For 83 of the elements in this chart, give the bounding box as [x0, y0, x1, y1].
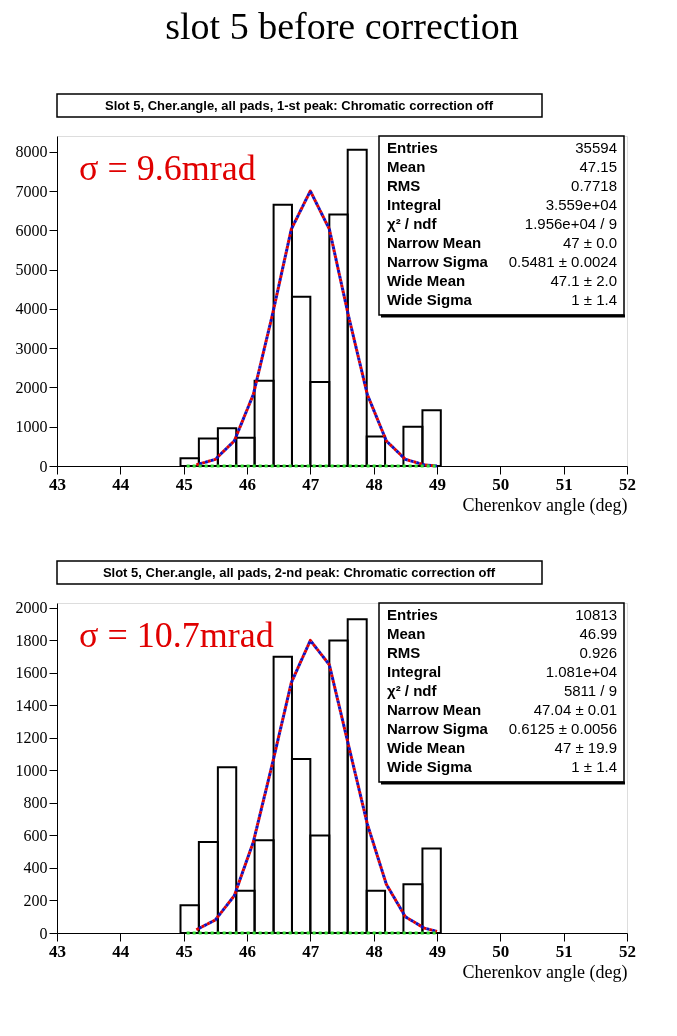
x-tick-label: 45	[175, 474, 193, 494]
y-tick-label: 800	[23, 794, 48, 812]
x-tick-label: 43	[49, 941, 66, 961]
x-axis-title: Cherenkov angle (deg)	[462, 961, 628, 983]
annotation: 1.956e+04 / 9	[524, 215, 617, 232]
annotation: RMS	[387, 177, 421, 194]
annotation: Narrow Mean	[387, 234, 482, 251]
y-tick-label: 7000	[15, 182, 48, 200]
y-tick-label: 1200	[15, 729, 48, 747]
annotation: Wide Mean	[387, 272, 466, 289]
y-tick-label: 8000	[15, 143, 48, 161]
x-tick-label: 49	[429, 941, 446, 961]
y-tick-label: 0	[39, 924, 48, 942]
annotation: Narrow Sigma	[387, 253, 489, 270]
annotation: 47 ± 19.9	[554, 739, 617, 756]
x-tick-label: 47	[302, 474, 320, 494]
y-tick-label: 1400	[15, 696, 48, 714]
annotation: Narrow Mean	[387, 701, 482, 718]
annotation: Wide Mean	[387, 739, 466, 756]
x-axis-title: Cherenkov angle (deg)	[462, 494, 628, 516]
x-tick-label: 45	[175, 941, 193, 961]
x-tick-label: 48	[365, 941, 383, 961]
y-tick-label: 600	[23, 826, 48, 844]
x-tick-label: 52	[619, 474, 636, 494]
annotation: 47.1 ± 2.0	[550, 272, 617, 289]
annotation: χ² / ndf	[387, 215, 438, 232]
y-tick-label: 0	[39, 457, 48, 475]
annotation: 0.5481 ± 0.0024	[508, 253, 617, 270]
annotation: 0.7718	[571, 177, 617, 194]
x-tick-label: 44	[112, 474, 130, 494]
x-tick-label: 49	[429, 474, 446, 494]
y-tick-label: 5000	[15, 261, 48, 279]
annotation: Wide Sigma	[387, 291, 473, 308]
annotation: RMS	[387, 644, 421, 661]
x-tick-label: 47	[302, 941, 320, 961]
annotation: χ² / ndf	[387, 682, 438, 699]
annotation: 47.15	[579, 158, 617, 175]
annotation: 10813	[575, 606, 617, 623]
y-tick-label: 200	[23, 891, 48, 909]
annotation: Narrow Sigma	[387, 720, 489, 737]
x-tick-label: 51	[555, 941, 573, 961]
y-tick-label: 4000	[15, 300, 48, 318]
annotation: 1.081e+04	[545, 663, 617, 680]
annotation: Entries	[387, 139, 438, 156]
annotation: 3.559e+04	[545, 196, 617, 213]
x-tick-label: 46	[239, 941, 256, 961]
annotation: Entries	[387, 606, 438, 623]
x-tick-label: 43	[49, 474, 66, 494]
annotation: Mean	[387, 158, 426, 175]
x-tick-label: 46	[239, 474, 256, 494]
annotation: Integral	[387, 663, 442, 680]
annotation: 1 ± 1.4	[571, 758, 617, 775]
chart-subtitle: Slot 5, Cher.angle, all pads, 1-st peak: Chromatic correction off	[105, 98, 494, 113]
annotation: σ = 9.6mrad	[79, 148, 256, 188]
x-tick-label: 52	[619, 941, 636, 961]
x-tick-label: 51	[555, 474, 573, 494]
annotation: 1 ± 1.4	[571, 291, 617, 308]
y-tick-label: 400	[23, 859, 48, 877]
x-tick-label: 44	[112, 941, 130, 961]
x-tick-label: 50	[492, 941, 510, 961]
y-tick-label: 1000	[15, 761, 48, 779]
x-tick-label: 48	[365, 474, 383, 494]
annotation: Mean	[387, 625, 426, 642]
chart-title: slot 5 before correction	[165, 5, 519, 48]
annotation: Integral	[387, 196, 442, 213]
chart-subtitle: Slot 5, Cher.angle, all pads, 2-nd peak: Chromatic correction off	[102, 565, 496, 580]
annotation: 47.04 ± 0.01	[533, 701, 617, 718]
y-tick-label: 2000	[15, 378, 48, 396]
x-tick-label: 50	[492, 474, 510, 494]
annotation: Wide Sigma	[387, 758, 473, 775]
y-tick-label: 3000	[15, 339, 48, 357]
y-tick-label: 1800	[15, 631, 48, 649]
annotation: 5811 / 9	[563, 682, 617, 699]
y-tick-label: 1600	[15, 664, 48, 682]
annotation: 47 ± 0.0	[562, 234, 617, 251]
annotation: σ = 10.7mrad	[79, 615, 274, 655]
y-tick-label: 1000	[15, 418, 48, 436]
annotation: 46.99	[579, 625, 617, 642]
annotation: 0.6125 ± 0.0056	[508, 720, 617, 737]
annotation: 35594	[575, 139, 617, 156]
y-tick-label: 2000	[15, 599, 48, 617]
y-tick-label: 6000	[15, 221, 48, 239]
annotation: 0.926	[579, 644, 617, 661]
